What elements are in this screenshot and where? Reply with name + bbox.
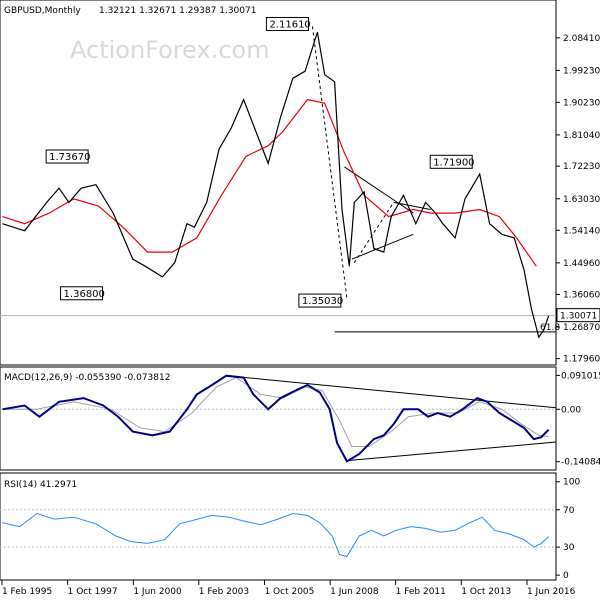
price-y-tick-label: 1.36060 (563, 290, 600, 300)
axis-labels: 2.08410 1.99230 1.90230 1.81040 1.72230 1.630… (1, 34, 600, 597)
price-label: 1.36800 (64, 289, 105, 300)
rsi-line (2, 512, 549, 558)
macd-plot (0, 374, 557, 463)
macd-trendline (226, 375, 557, 409)
price-y-tick-label: 1.26870 (563, 323, 600, 333)
price-y-tick-label: 1.63030 (563, 195, 600, 205)
macd-line (2, 374, 550, 463)
x-tick-label: 1 Feb 2003 (199, 587, 249, 597)
price-y-tick-label: 1.54140 (563, 226, 600, 236)
price-label-box (45, 149, 89, 164)
x-tick-label: 1 Feb 2011 (396, 587, 446, 597)
x-tick-label: 1 Jun 2008 (330, 587, 379, 597)
price-label: 2.11610 (269, 19, 310, 30)
price-label: 1.35030 (302, 296, 343, 307)
price-y-tick-label: 1.72230 (563, 162, 600, 172)
macd-y-tick-label: 0.00 (561, 405, 581, 415)
price-trendline (353, 202, 395, 263)
x-tick-label: 1 Jun 2016 (527, 587, 576, 597)
fib-61-8-label: 61.8 (540, 323, 560, 333)
macd-panel-frame (0, 366, 557, 471)
rsi-y-tick-label: 100 (563, 478, 580, 488)
price-label-box (429, 154, 473, 169)
macd-signal-line (2, 377, 549, 447)
rsi-plot (0, 509, 556, 558)
rsi-y-tick-label: 70 (563, 506, 575, 516)
price-trendline (344, 166, 414, 214)
current-price-label: 1.30071 (560, 312, 597, 322)
macd-trendline (346, 441, 557, 462)
symbol-title: GBPUSD,Monthly (4, 6, 81, 16)
price-trendline (351, 233, 414, 260)
current-price-box (556, 308, 600, 323)
price-y-tick-label: 1.90230 (563, 98, 600, 108)
rsi-y-tick-label: 0 (563, 571, 569, 581)
macd-y-tick-label: -0.140843 (561, 458, 600, 468)
rsi-y-tick-label: 30 (563, 543, 575, 553)
x-tick-label: 1 Oct 1997 (68, 587, 118, 597)
moving-average-line (2, 98, 537, 267)
macd-y-tick-label: 0.091015 (561, 371, 600, 381)
price-y-tick-label: 1.44960 (563, 259, 600, 269)
watermark: ActionForex.com (70, 36, 270, 64)
price-line (2, 32, 550, 339)
price-y-tick-label: 1.17960 (563, 355, 600, 365)
x-tick-label: 1 Oct 2013 (461, 587, 511, 597)
rsi-title: RSI(14) 41.2971 (4, 480, 77, 490)
price-y-tick-label: 1.99230 (563, 66, 600, 76)
ohlc-readout: 1.32121 1.32671 1.29387 1.30071 (99, 6, 256, 16)
price-panel-frame (0, 0, 557, 366)
price-label: 1.73670 (49, 152, 90, 163)
x-tick-label: 1 Jun 2000 (133, 587, 182, 597)
price-plot: 2.11610 1.73670 1.71900 1.36800 1.35030 61.8 (0, 16, 560, 339)
x-tick-label: 1 Oct 2005 (264, 587, 314, 597)
rsi-panel-frame (0, 472, 557, 581)
price-y-tick-label: 1.81040 (563, 131, 600, 141)
price-label: 1.71900 (433, 157, 474, 168)
price-label-box (60, 286, 104, 301)
x-tick-label: 1 Feb 1995 (2, 587, 52, 597)
price-label-box (298, 293, 342, 308)
macd-title: MACD(12,26,9) -0.055390 -0.073812 (4, 373, 170, 383)
price-y-tick-label: 2.08410 (563, 34, 600, 44)
retracement-dashed-line (311, 26, 348, 299)
price-trendline (393, 201, 431, 210)
price-label-box (265, 16, 309, 31)
